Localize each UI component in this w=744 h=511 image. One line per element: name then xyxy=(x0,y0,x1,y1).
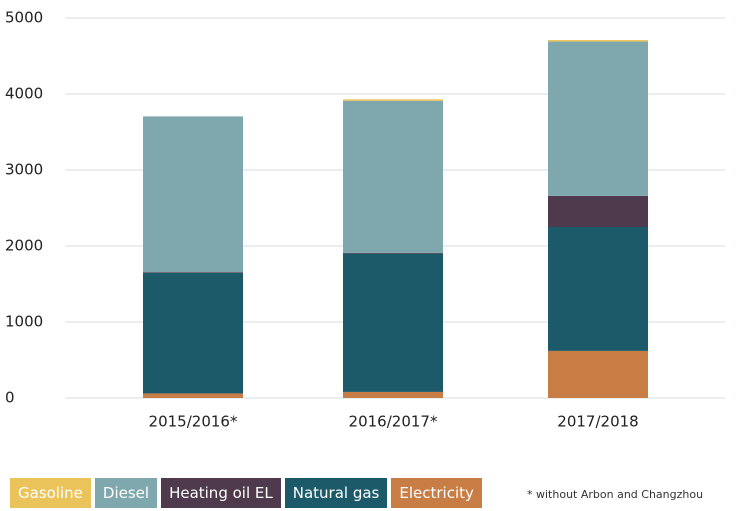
bar-segment xyxy=(143,272,243,394)
bar-segment xyxy=(343,252,443,254)
x-tick-label: 2015/2016* xyxy=(149,413,238,431)
bar-segment xyxy=(343,100,443,253)
y-tick-label: 0 xyxy=(5,389,15,407)
x-tick-label: 2016/2017* xyxy=(349,413,438,431)
bar-segment xyxy=(548,350,648,398)
bar-segment xyxy=(143,272,243,273)
y-tick-label: 2000 xyxy=(5,237,43,255)
legend-item: Diesel xyxy=(94,478,158,508)
y-tick-label: 4000 xyxy=(5,85,43,103)
bar-segment xyxy=(143,393,243,398)
footnote: * without Arbon and Changzhou xyxy=(527,488,704,501)
legend-item: Electricity xyxy=(391,478,482,508)
legend-item: Heating oil EL xyxy=(161,478,281,508)
bar-segment xyxy=(548,195,648,227)
y-tick-label: 3000 xyxy=(5,161,43,179)
bar-segment xyxy=(143,116,243,273)
legend-item: Natural gas xyxy=(284,478,388,508)
y-tick-label: 5000 xyxy=(5,9,43,27)
bar-segment xyxy=(343,391,443,398)
y-tick-label: 1000 xyxy=(5,313,43,331)
bar-segment xyxy=(548,40,648,42)
chart: 0 1000 2000 3000 4000 5000 2015/2016* 2016/2017… xyxy=(5,9,725,431)
x-tick-label: 2017/2018 xyxy=(557,413,638,431)
bar-segment xyxy=(343,253,443,392)
legend: Gasoline Diesel Heating oil EL Natural gas E… xyxy=(10,478,482,508)
legend-item: Gasoline xyxy=(10,478,91,508)
bar-segment xyxy=(343,99,443,101)
bar-segment xyxy=(548,41,648,196)
bar-segment xyxy=(548,227,648,351)
